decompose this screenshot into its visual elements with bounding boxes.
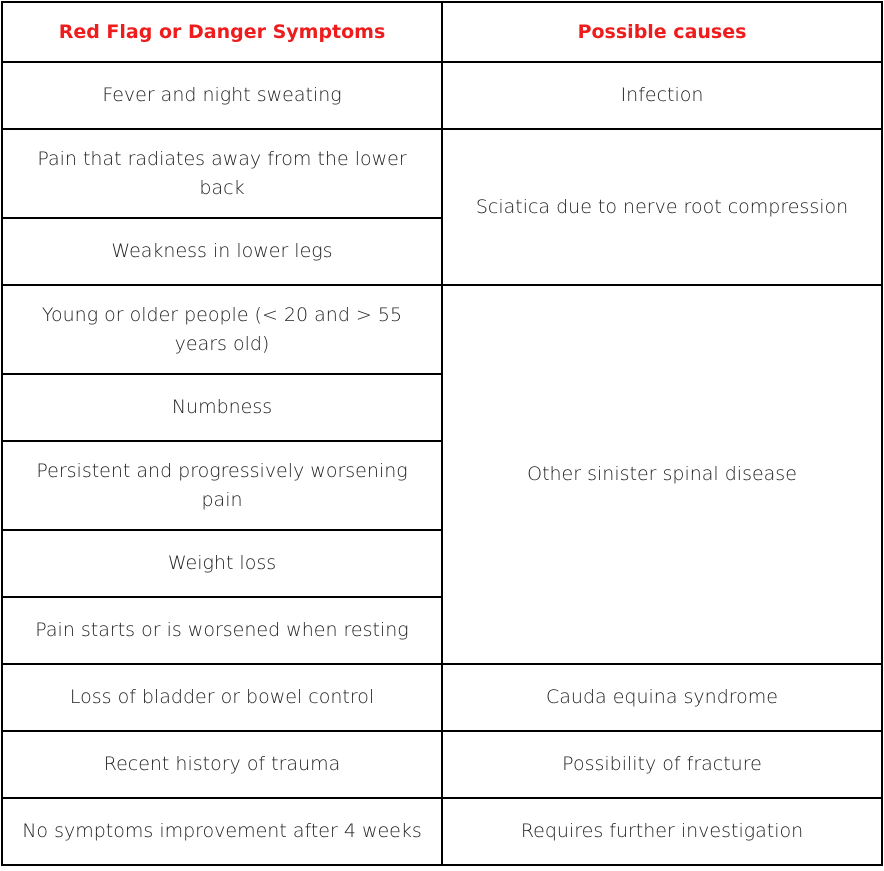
table-row: Weakness in lower legs: [1, 217, 882, 286]
symptom-cell: Numbness: [1, 373, 443, 442]
table-row: Persistent and progressively worsening p…: [1, 440, 882, 531]
cause-cell: Sciatica due to nerve root compression: [441, 128, 883, 286]
symptom-cell: Fever and night sweating: [1, 61, 443, 130]
symptom-cell: Loss of bladder or bowel control: [1, 663, 443, 732]
table-row: Pain starts or is worsened when resting: [1, 596, 882, 665]
table-row: Fever and night sweating Infection: [1, 61, 883, 130]
symptom-cell: Recent history of trauma: [1, 730, 443, 799]
symptom-cell: Weakness in lower legs: [1, 217, 443, 286]
cause-cell: Requires further investigation: [441, 797, 883, 866]
table-row: Young or older people (< 20 and > 55 yea…: [1, 284, 883, 665]
cause-cell: Infection: [441, 61, 883, 130]
symptom-cell: Young or older people (< 20 and > 55 yea…: [1, 284, 443, 375]
symptom-cell: Weight loss: [1, 529, 443, 598]
header-causes: Possible causes: [441, 1, 883, 63]
header-symptoms: Red Flag or Danger Symptoms: [1, 1, 443, 63]
symptom-cell: Pain that radiates away from the lower b…: [1, 128, 443, 219]
table-header-row: Red Flag or Danger Symptoms Possible cau…: [1, 1, 883, 63]
cause-cell: Other sinister spinal disease: [441, 284, 883, 665]
table-row: Pain that radiates away from the lower b…: [1, 128, 883, 286]
table-row: Loss of bladder or bowel control Cauda e…: [1, 663, 883, 732]
table-row: Recent history of trauma Possibility of …: [1, 730, 883, 799]
symptom-cell: Pain starts or is worsened when resting: [1, 596, 443, 665]
cause-cell: Cauda equina syndrome: [441, 663, 883, 732]
symptom-cell: No symptoms improvement after 4 weeks: [1, 797, 443, 866]
symptom-cell: Persistent and progressively worsening p…: [1, 440, 443, 531]
table-row: Numbness: [1, 373, 882, 442]
table-row: Weight loss: [1, 529, 882, 598]
cause-cell: Possibility of fracture: [441, 730, 883, 799]
table-row: No symptoms improvement after 4 weeks Re…: [1, 797, 883, 866]
